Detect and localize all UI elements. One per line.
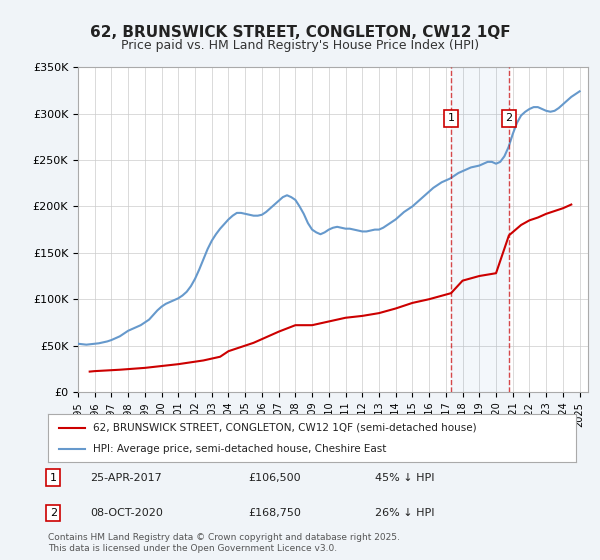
Text: £106,500: £106,500	[248, 473, 301, 483]
Text: 25-APR-2017: 25-APR-2017	[90, 473, 162, 483]
Text: 1: 1	[448, 113, 455, 123]
Text: 62, BRUNSWICK STREET, CONGLETON, CW12 1QF (semi-detached house): 62, BRUNSWICK STREET, CONGLETON, CW12 1Q…	[93, 423, 476, 433]
Text: 08-OCT-2020: 08-OCT-2020	[90, 508, 163, 518]
Text: £168,750: £168,750	[248, 508, 302, 518]
Text: Contains HM Land Registry data © Crown copyright and database right 2025.
This d: Contains HM Land Registry data © Crown c…	[48, 533, 400, 553]
Text: 45% ↓ HPI: 45% ↓ HPI	[376, 473, 435, 483]
Text: 2: 2	[505, 113, 512, 123]
Text: Price paid vs. HM Land Registry's House Price Index (HPI): Price paid vs. HM Land Registry's House …	[121, 39, 479, 52]
Bar	[451, 67, 509, 392]
Text: 26% ↓ HPI: 26% ↓ HPI	[376, 508, 435, 518]
Text: 1: 1	[50, 473, 57, 483]
Text: 2: 2	[50, 508, 57, 518]
Text: 62, BRUNSWICK STREET, CONGLETON, CW12 1QF: 62, BRUNSWICK STREET, CONGLETON, CW12 1Q…	[89, 25, 511, 40]
Text: HPI: Average price, semi-detached house, Cheshire East: HPI: Average price, semi-detached house,…	[93, 444, 386, 454]
